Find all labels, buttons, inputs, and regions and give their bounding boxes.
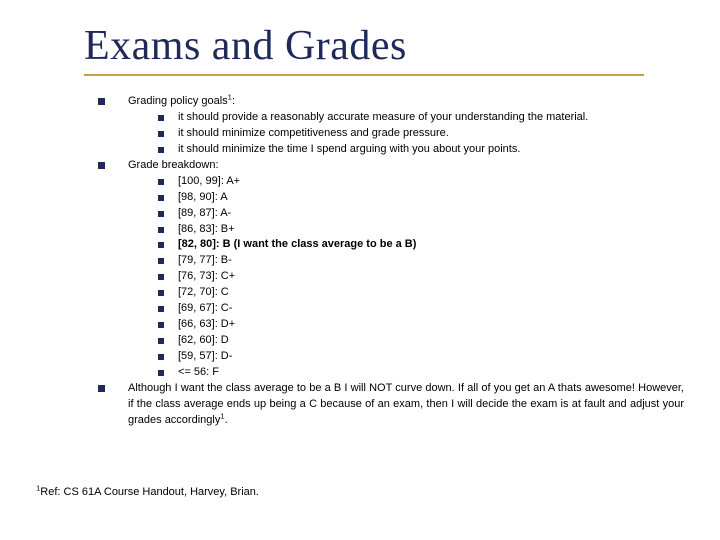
list-item: [100, 99]: A+	[156, 174, 684, 190]
list-item: [69, 67]: C-	[156, 301, 684, 317]
heading-text: Grading policy goals	[128, 95, 228, 107]
list-item: [98, 90]: A	[156, 190, 684, 206]
closing-text: Although I want the class average to be …	[128, 382, 684, 426]
section-grade-breakdown: Grade breakdown: [100, 99]: A+[98, 90]: …	[94, 158, 684, 381]
footnote: 1Ref: CS 61A Course Handout, Harvey, Bri…	[36, 486, 259, 498]
list-item: it should provide a reasonably accurate …	[156, 110, 684, 126]
breakdown-sublist: [100, 99]: A+[98, 90]: A[89, 87]: A-[86,…	[156, 174, 684, 381]
list-item: it should minimize competitiveness and g…	[156, 126, 684, 142]
list-item: [86, 83]: B+	[156, 222, 684, 238]
section-grading-goals: Grading policy goals1: it should provide…	[94, 94, 684, 158]
closing-post: .	[225, 414, 228, 426]
heading-post: :	[232, 95, 235, 107]
list-item: [66, 63]: D+	[156, 317, 684, 333]
list-item: [89, 87]: A-	[156, 206, 684, 222]
title-underline	[84, 74, 644, 76]
list-item: [82, 80]: B (I want the class average to…	[156, 237, 684, 253]
slide: Exams and Grades Grading policy goals1: …	[0, 0, 720, 540]
section-heading: Grade breakdown:	[128, 159, 219, 171]
list-item: [72, 70]: C	[156, 285, 684, 301]
goals-sublist: it should provide a reasonably accurate …	[156, 110, 684, 158]
section-heading: Grading policy goals1:	[128, 95, 235, 107]
list-item: [79, 77]: B-	[156, 253, 684, 269]
content-list: Grading policy goals1: it should provide…	[94, 94, 684, 429]
list-item: [76, 73]: C+	[156, 269, 684, 285]
list-item: <= 56: F	[156, 365, 684, 381]
list-item: [59, 57]: D-	[156, 349, 684, 365]
list-item: it should minimize the time I spend argu…	[156, 142, 684, 158]
list-item: [62, 60]: D	[156, 333, 684, 349]
footnote-text: Ref: CS 61A Course Handout, Harvey, Bria…	[40, 486, 259, 498]
closing-paragraph: Although I want the class average to be …	[94, 381, 684, 429]
slide-title: Exams and Grades	[84, 22, 684, 70]
